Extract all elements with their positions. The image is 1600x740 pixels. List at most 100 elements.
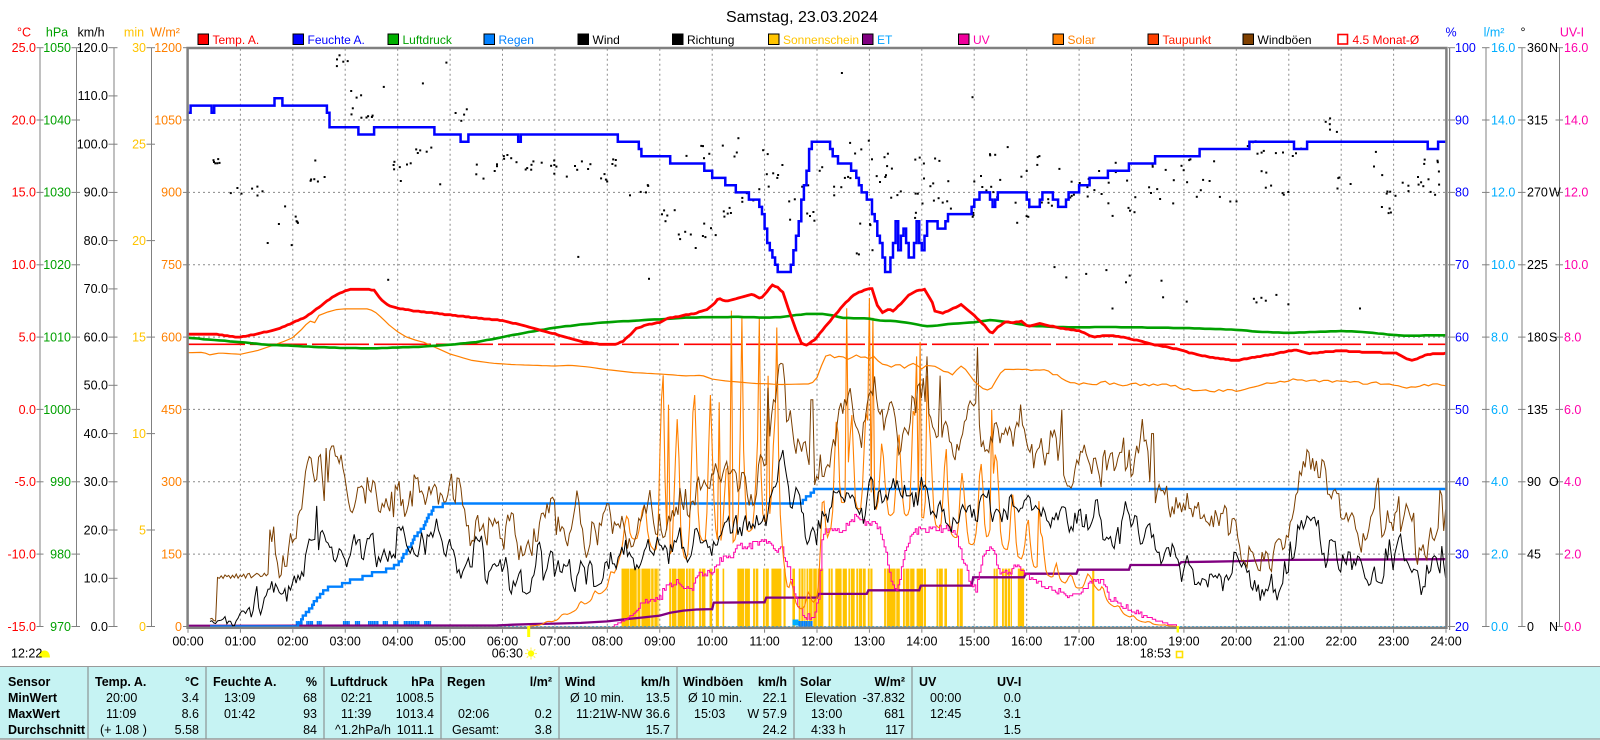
svg-text:970: 970 [50, 620, 71, 634]
svg-text:MinWert: MinWert [8, 691, 58, 705]
svg-text:UV: UV [919, 675, 937, 689]
svg-text:Windböen: Windböen [1258, 33, 1312, 47]
svg-text:06:30: 06:30 [492, 647, 523, 661]
svg-text:10.0: 10.0 [1564, 258, 1588, 272]
svg-text:30.0: 30.0 [84, 475, 108, 489]
svg-text:1200: 1200 [154, 41, 182, 55]
svg-text:1040: 1040 [43, 113, 71, 127]
svg-text:60.0: 60.0 [84, 330, 108, 344]
svg-text:100.0: 100.0 [77, 138, 108, 152]
svg-text:70: 70 [1455, 258, 1469, 272]
svg-text:4.0: 4.0 [1491, 475, 1508, 489]
svg-text:2.0: 2.0 [1491, 547, 1508, 561]
svg-text:14:00: 14:00 [906, 635, 937, 649]
svg-text:%: % [306, 675, 317, 689]
svg-text:15: 15 [132, 330, 146, 344]
svg-text:(+ 1.08 ): (+ 1.08 ) [100, 723, 147, 737]
svg-text:15:00: 15:00 [959, 635, 990, 649]
svg-text:Regen: Regen [447, 675, 485, 689]
svg-text:50.0: 50.0 [84, 379, 108, 393]
svg-text:16:00: 16:00 [1011, 635, 1042, 649]
svg-text:°C: °C [185, 675, 199, 689]
svg-text:00:00: 00:00 [172, 635, 203, 649]
svg-text:30: 30 [132, 41, 146, 55]
svg-text:Samstag, 23.03.2024: Samstag, 23.03.2024 [726, 9, 878, 26]
svg-text:l/m²: l/m² [1484, 26, 1505, 40]
svg-text:1050: 1050 [154, 113, 182, 127]
svg-text:17:00: 17:00 [1063, 635, 1094, 649]
svg-text:0.0: 0.0 [1004, 691, 1021, 705]
svg-text:Feuchte A.: Feuchte A. [308, 33, 365, 47]
svg-text:8.6: 8.6 [182, 707, 199, 721]
svg-text:50: 50 [1455, 403, 1469, 417]
svg-text:3.8: 3.8 [535, 723, 552, 737]
svg-text:30: 30 [1455, 547, 1469, 561]
svg-text:0.0: 0.0 [1491, 620, 1508, 634]
svg-text:135: 135 [1527, 403, 1548, 417]
svg-text:68: 68 [303, 691, 317, 705]
svg-text:20: 20 [1455, 620, 1469, 634]
svg-text:80.0: 80.0 [84, 234, 108, 248]
svg-text:100: 100 [1455, 41, 1476, 55]
svg-text:681: 681 [884, 707, 905, 721]
svg-text:Wind: Wind [593, 33, 620, 47]
svg-text:16.0: 16.0 [1564, 41, 1588, 55]
svg-text:10.0: 10.0 [84, 572, 108, 586]
svg-text:Gesamt:: Gesamt: [452, 723, 499, 737]
svg-text:4.5 Monat-Ø: 4.5 Monat-Ø [1353, 33, 1420, 47]
svg-text:Temp. A.: Temp. A. [95, 675, 146, 689]
svg-text:05:00: 05:00 [434, 635, 465, 649]
svg-text:24:00: 24:00 [1430, 635, 1461, 649]
svg-text:980: 980 [50, 547, 71, 561]
svg-text:8.0: 8.0 [1564, 330, 1581, 344]
svg-text:km/h: km/h [77, 26, 104, 40]
svg-text:12.0: 12.0 [1564, 186, 1588, 200]
svg-text:13.5: 13.5 [646, 691, 670, 705]
svg-text:12:22: 12:22 [11, 647, 42, 661]
svg-text:Sensor: Sensor [8, 675, 51, 689]
svg-text:Temp. A.: Temp. A. [213, 33, 260, 47]
svg-text:270: 270 [1527, 186, 1548, 200]
svg-text:Elevation: Elevation [805, 691, 856, 705]
svg-text:W-NW 36.6: W-NW 36.6 [606, 707, 670, 721]
svg-text:990: 990 [50, 475, 71, 489]
svg-text:5.58: 5.58 [175, 723, 199, 737]
svg-text:O: O [1549, 475, 1559, 489]
svg-text:Wind: Wind [565, 675, 595, 689]
svg-text:19:00: 19:00 [1168, 635, 1199, 649]
svg-text:-5.0: -5.0 [14, 475, 36, 489]
svg-text:Windböen: Windböen [683, 675, 743, 689]
svg-text:900: 900 [161, 186, 182, 200]
svg-text:5.0: 5.0 [19, 330, 36, 344]
svg-text:W/m²: W/m² [874, 675, 905, 689]
svg-text:14.0: 14.0 [1491, 113, 1515, 127]
svg-text:km/h: km/h [758, 675, 787, 689]
svg-text:Ø 10 min.: Ø 10 min. [570, 691, 624, 705]
svg-text:S: S [1549, 330, 1557, 344]
svg-text:%: % [1445, 26, 1456, 40]
svg-text:8.0: 8.0 [1491, 330, 1508, 344]
svg-text:10: 10 [132, 427, 146, 441]
svg-text:4.0: 4.0 [1564, 475, 1581, 489]
svg-text:5: 5 [139, 523, 146, 537]
svg-text:-10.0: -10.0 [8, 547, 37, 561]
svg-text:14.0: 14.0 [1564, 113, 1588, 127]
svg-text:84: 84 [303, 723, 317, 737]
svg-text:-37.832: -37.832 [863, 691, 905, 705]
svg-text:hPa: hPa [411, 675, 435, 689]
svg-text:90.0: 90.0 [84, 186, 108, 200]
svg-text:Durchschnitt: Durchschnitt [8, 723, 86, 737]
svg-text:09:00: 09:00 [644, 635, 675, 649]
svg-text:11:09: 11:09 [106, 707, 136, 721]
svg-text:1.5: 1.5 [1004, 723, 1021, 737]
svg-text:1030: 1030 [43, 186, 71, 200]
svg-text:750: 750 [161, 258, 182, 272]
svg-text:N: N [1549, 620, 1558, 634]
svg-text:01:42: 01:42 [224, 707, 255, 721]
svg-text:hPa: hPa [46, 26, 68, 40]
svg-text:1050: 1050 [43, 41, 71, 55]
svg-text:15:03: 15:03 [694, 707, 725, 721]
svg-text:08:00: 08:00 [592, 635, 623, 649]
svg-text:13:00: 13:00 [854, 635, 885, 649]
svg-text:Sonnenschein: Sonnenschein [783, 33, 859, 47]
